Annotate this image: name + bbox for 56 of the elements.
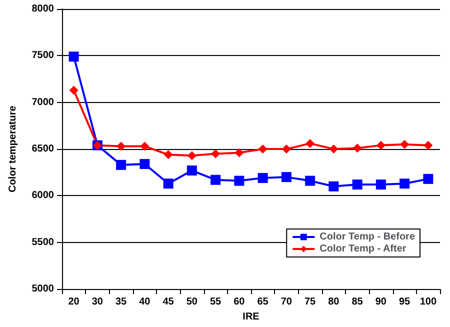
x-axis-title: IRE [242, 312, 260, 322]
point [234, 148, 244, 158]
x-tick-label: 40 [139, 296, 151, 308]
point [68, 52, 79, 62]
point [281, 172, 292, 182]
x-tick-label: 75 [304, 296, 316, 308]
point [423, 174, 434, 184]
x-tick-label: 70 [280, 296, 292, 308]
x-tick-label: 55 [210, 296, 222, 308]
x-tick-label: 60 [234, 296, 246, 308]
point [352, 144, 362, 153]
x-tick-label: 50 [186, 296, 198, 308]
point [306, 138, 315, 148]
point [116, 142, 126, 151]
point [164, 150, 173, 160]
x-tick-label: 30 [92, 296, 104, 308]
point [329, 144, 338, 154]
point [376, 140, 386, 150]
point [352, 180, 362, 190]
point [69, 86, 78, 95]
legend-label: Color Temp - After [320, 244, 406, 254]
y-tick-label: 7000 [32, 96, 54, 108]
y-tick-label: 5000 [32, 284, 54, 295]
x-tick-label: 100 [420, 296, 437, 308]
x-tick-label: 45 [162, 296, 174, 308]
point [258, 144, 268, 154]
y-tick-label: 8000 [32, 4, 54, 14]
point [328, 181, 339, 192]
point [140, 142, 150, 151]
point [186, 166, 197, 176]
point [187, 151, 196, 160]
point [400, 178, 410, 189]
point [163, 178, 174, 189]
x-tick-label: 85 [352, 296, 364, 308]
y-tick-label: 6500 [32, 144, 54, 155]
x-tick-label: 35 [116, 296, 128, 308]
x-tick-label: 90 [375, 296, 387, 308]
x-tick-label: 65 [257, 296, 269, 308]
point [234, 176, 244, 186]
point [258, 172, 268, 183]
point [376, 180, 386, 190]
y-tick-label: 7500 [32, 50, 54, 62]
x-tick-label: 20 [68, 296, 80, 308]
point [140, 158, 150, 169]
legend-label: Color Temp - Before [320, 232, 416, 242]
point [211, 149, 220, 158]
y-tick-label: 6000 [32, 190, 54, 202]
point [305, 176, 316, 186]
x-tick-label: 95 [399, 296, 411, 308]
y-tick-label: 5500 [32, 236, 54, 248]
point [210, 174, 221, 185]
x-tick-label: 80 [328, 296, 340, 308]
point [424, 140, 433, 150]
point [116, 160, 126, 170]
point [400, 140, 410, 149]
y-axis-title: Color temperature [8, 105, 18, 192]
